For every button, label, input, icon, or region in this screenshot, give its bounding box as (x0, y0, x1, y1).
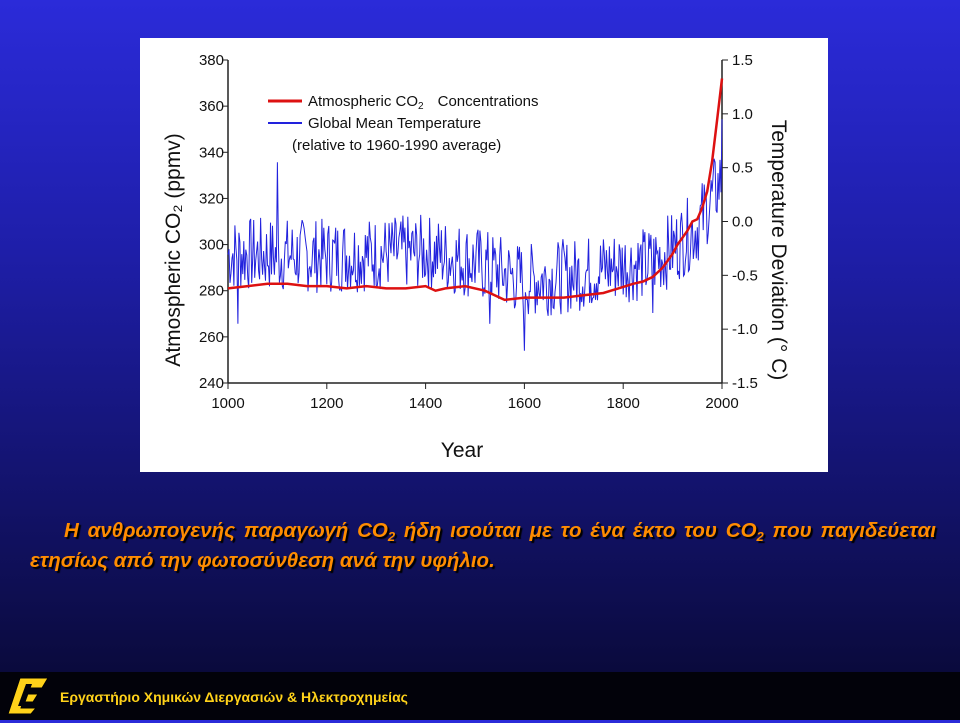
y-left-tick-label: 240 (199, 375, 224, 392)
y-left-tick-label: 280 (199, 283, 224, 300)
temperature-series-line (227, 119, 723, 351)
caption-part-1: Η ανθρωπογενής παραγωγή CO (64, 519, 388, 542)
x-tick-label: 1800 (607, 395, 640, 412)
y-left-tick-label: 260 (199, 329, 224, 346)
y-right-tick-label: -1.5 (732, 375, 758, 392)
caption-sub-2: 2 (756, 529, 764, 544)
x-axis-title: Year (441, 439, 483, 462)
y-left-tick-label: 360 (199, 98, 224, 115)
legend-label-co2: Atmospheric CO2 Concentrations (308, 93, 539, 112)
x-tick-label: 2000 (705, 395, 738, 412)
y-left-tick-label: 320 (199, 190, 224, 207)
x-tick-label: 1000 (211, 395, 244, 412)
chart-axes: 1000 1200 1400 1600 1800 2000 380 360 340 320 300 2… (199, 52, 758, 412)
slide-caption: Η ανθρωπογενής παραγωγή CO2 ήδη ισούται … (30, 516, 936, 576)
y-axis-right-title: Temperature Deviation (° C) (767, 120, 790, 381)
co2-series-line (227, 78, 724, 302)
y-axis-left-title: Atmospheric CO₂ (ppmv) (162, 133, 185, 366)
legend-label-temperature: Global Mean Temperature (308, 115, 481, 132)
y-left-tick-label: 340 (199, 144, 224, 161)
y-right-tick-label: 1.5 (732, 52, 753, 69)
y-right-tick-label: -1.0 (732, 321, 758, 338)
y-right-tick-label: -0.5 (732, 267, 758, 284)
legend-note-baseline: (relative to 1960-1990 average) (292, 137, 501, 154)
caption-sub-1: 2 (387, 529, 396, 544)
y-left-tick-label: 300 (199, 237, 224, 254)
footer-lab-name: Εργαστήριο Χημικών Διεργασιών & Ηλεκτροχ… (60, 689, 408, 705)
x-tick-label: 1200 (310, 395, 343, 412)
y-right-tick-label: 1.0 (732, 106, 753, 123)
chart-panel: 1000 1200 1400 1600 1800 2000 380 360 340 320 300 2… (140, 38, 828, 472)
y-left-tick-label: 380 (199, 52, 224, 69)
x-tick-label: 1600 (508, 395, 541, 412)
x-tick-label: 1400 (409, 395, 442, 412)
y-right-tick-label: 0.5 (732, 160, 753, 177)
caption-part-3: που παγιδεύεται ετησίως από την φωτοσύνθ… (30, 519, 936, 572)
lab-logo-icon (4, 674, 50, 723)
series-layer (227, 78, 724, 351)
co2-temperature-chart: 1000 1200 1400 1600 1800 2000 380 360 340 320 300 2… (162, 52, 790, 462)
chart-legend: Atmospheric CO2 Concentrations Global Mea… (268, 93, 539, 154)
y-right-tick-label: 0.0 (732, 214, 753, 231)
caption-part-2: ήδη ισούται με το ένα έκτο του CO (395, 519, 757, 542)
footer-bar: Εργαστήριο Χημικών Διεργασιών & Ηλεκτροχ… (0, 672, 960, 720)
